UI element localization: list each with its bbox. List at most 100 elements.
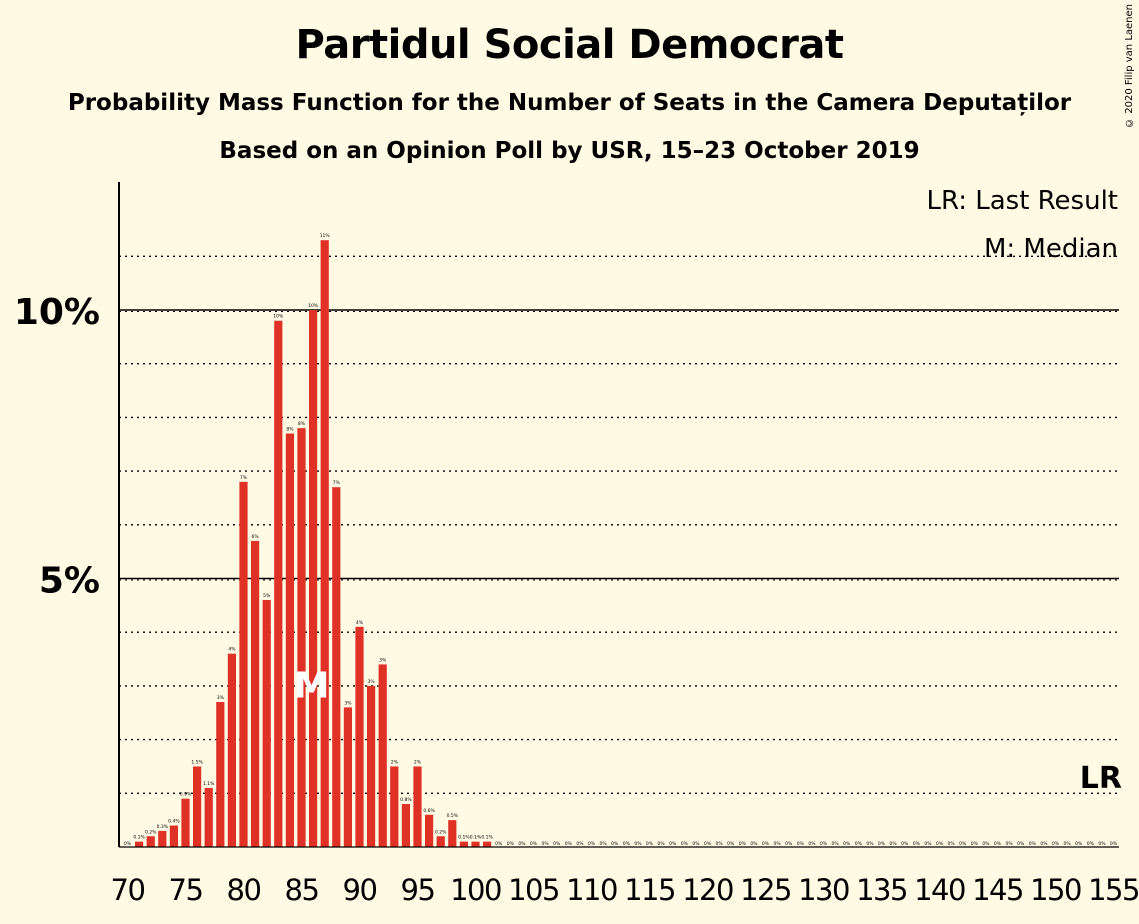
data-label-seats-74: 0.4%: [168, 819, 180, 825]
data-label-seats-144: 0%: [982, 841, 990, 847]
chart-title: Partidul Social Democrat: [295, 22, 844, 68]
data-label-seats-89: 3%: [344, 700, 352, 706]
bar-seats-86: [309, 310, 318, 847]
data-label-seats-138: 0%: [913, 841, 921, 847]
x-tick-label-120: 120: [682, 873, 733, 907]
x-tick-label-135: 135: [856, 873, 907, 907]
bar-seats-96: [425, 814, 434, 847]
data-label-seats-75: 0.9%: [180, 792, 192, 798]
data-label-seats-123: 0%: [739, 841, 747, 847]
bar-seats-82: [262, 599, 271, 847]
data-label-seats-152: 0%: [1075, 841, 1083, 847]
data-label-seats-130: 0%: [820, 841, 828, 847]
data-label-seats-154: 0%: [1098, 841, 1106, 847]
x-tick-label-125: 125: [740, 873, 791, 907]
bar-seats-78: [216, 702, 225, 847]
bar-seats-81: [251, 540, 260, 847]
y-tick-label-10: 10%: [14, 292, 100, 333]
bar-seats-95: [413, 766, 422, 847]
data-label-seats-101: 0.1%: [481, 835, 493, 841]
bar-seats-75: [181, 798, 190, 847]
data-label-seats-116: 0%: [658, 841, 666, 847]
data-label-seats-137: 0%: [901, 841, 909, 847]
bar-seats-88: [332, 487, 341, 847]
data-label-seats-73: 0.3%: [157, 824, 169, 830]
bar-seats-92: [378, 664, 387, 847]
x-tick-label-70: 70: [111, 873, 145, 907]
axes: [118, 182, 1119, 848]
data-label-seats-139: 0%: [924, 841, 932, 847]
bar-seats-80: [239, 481, 248, 847]
data-label-seats-71: 0.1%: [133, 835, 145, 841]
bar-seats-84: [285, 433, 294, 847]
x-tick-label-105: 105: [508, 873, 559, 907]
x-tick-label-90: 90: [343, 873, 377, 907]
bar-seats-93: [390, 766, 399, 847]
tick-labels: 70 75 80 85 90 95 100 105 110 115 120 125 130 135 140 1…: [14, 292, 1139, 907]
data-label-seats-97: 0.2%: [435, 829, 447, 835]
data-label-seats-129: 0%: [808, 841, 816, 847]
chart-subtitle: Probability Mass Function for the Number…: [67, 90, 1072, 116]
last-result-marker: LR: [1080, 761, 1122, 796]
data-label-seats-110: 0%: [588, 841, 596, 847]
data-label-seats-104: 0%: [518, 841, 526, 847]
bar-seats-77: [204, 787, 213, 847]
x-tick-label-115: 115: [624, 873, 675, 907]
data-label-seats-134: 0%: [866, 841, 874, 847]
bar-seats-99: [459, 841, 468, 847]
chart-source-subtitle: Based on an Opinion Poll by USR, 15–23 O…: [219, 138, 920, 164]
data-label-seats-148: 0%: [1029, 841, 1037, 847]
data-label-seats-150: 0%: [1052, 841, 1060, 847]
data-label-seats-98: 0.5%: [447, 813, 459, 819]
x-tick-label-75: 75: [169, 873, 203, 907]
data-label-seats-119: 0%: [692, 841, 700, 847]
data-label-seats-114: 0%: [634, 841, 642, 847]
data-label-seats-85: 8%: [298, 421, 306, 427]
data-label-seats-136: 0%: [890, 841, 898, 847]
data-label-seats-76: 1.5%: [191, 759, 203, 765]
data-label-seats-131: 0%: [832, 841, 840, 847]
median-marker: M: [294, 666, 330, 707]
data-label-seats-72: 0.2%: [145, 829, 157, 835]
data-label-seats-126: 0%: [774, 841, 782, 847]
x-tick-label-95: 95: [401, 873, 435, 907]
data-label-seats-88: 7%: [333, 480, 341, 486]
data-label-seats-102: 0%: [495, 841, 503, 847]
bar-seats-79: [227, 653, 236, 847]
data-label-seats-112: 0%: [611, 841, 619, 847]
data-label-seats-141: 0%: [948, 841, 956, 847]
data-label-seats-115: 0%: [646, 841, 654, 847]
data-label-seats-93: 2%: [391, 759, 399, 765]
x-tick-label-80: 80: [227, 873, 261, 907]
data-label-seats-79: 4%: [228, 647, 236, 653]
data-label-seats-108: 0%: [565, 841, 573, 847]
data-label-seats-142: 0%: [959, 841, 967, 847]
data-label-seats-118: 0%: [681, 841, 689, 847]
x-tick-label-100: 100: [450, 873, 501, 907]
data-label-seats-92: 3%: [379, 657, 387, 663]
data-label-seats-155: 0%: [1110, 841, 1118, 847]
bars: [135, 240, 492, 847]
data-label-seats-103: 0%: [507, 841, 515, 847]
bar-seats-71: [135, 841, 144, 847]
x-tick-label-150: 150: [1030, 873, 1081, 907]
data-label-seats-77: 1.1%: [203, 781, 215, 787]
data-label-seats-105: 0%: [530, 841, 538, 847]
bar-seats-87: [320, 240, 329, 847]
data-label-seats-135: 0%: [878, 841, 886, 847]
bar-seats-72: [146, 836, 155, 847]
bar-seats-73: [158, 830, 167, 847]
bar-seats-91: [367, 685, 376, 847]
data-label-seats-96: 0.6%: [423, 808, 435, 814]
bar-seats-83: [274, 320, 283, 847]
bar-seats-89: [343, 707, 352, 847]
bar-seats-74: [169, 825, 178, 847]
bar-seats-90: [355, 626, 364, 847]
data-label-seats-127: 0%: [785, 841, 793, 847]
data-label-seats-145: 0%: [994, 841, 1002, 847]
data-label-seats-95: 2%: [414, 759, 422, 765]
data-label-seats-94: 0.8%: [400, 797, 412, 803]
data-label-seats-128: 0%: [797, 841, 805, 847]
data-label-seats-107: 0%: [553, 841, 561, 847]
